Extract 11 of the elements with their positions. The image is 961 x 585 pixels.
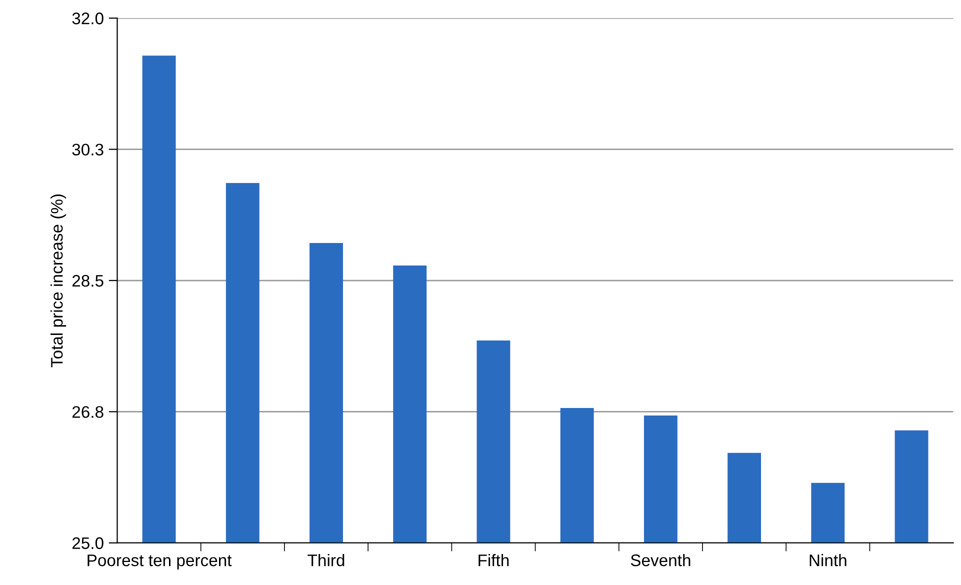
x-tick-label: Fifth <box>478 554 509 566</box>
y-tick-label: 26.8 <box>72 406 104 418</box>
y-tick-label: 25.0 <box>72 537 104 550</box>
y-axis-title: Total price increase (%) <box>50 194 66 368</box>
y-tick-label: 28.5 <box>72 274 104 287</box>
y-tick-label: 32.0 <box>72 12 104 24</box>
x-tick-label: Ninth <box>810 554 846 566</box>
y-tick-label: 30.3 <box>72 144 104 156</box>
x-tick-label: Seventh <box>630 554 690 566</box>
x-tick-label: Poorest ten percent <box>88 554 232 570</box>
x-tick-label: Third <box>308 554 344 566</box>
